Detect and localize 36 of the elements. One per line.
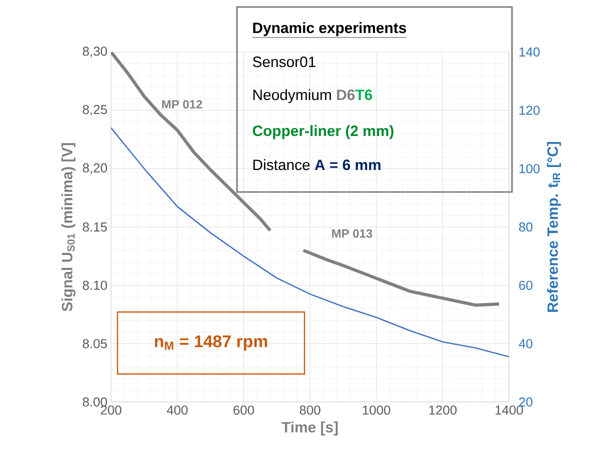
annotation: Neodymium bbox=[253, 89, 331, 104]
x-tick-label: 400 bbox=[166, 406, 188, 415]
y2-tick-label: 120 bbox=[520, 106, 540, 115]
annotation: Sensor01 bbox=[252, 56, 316, 68]
x-tick-label: 1200 bbox=[429, 406, 457, 415]
text: Dynamic experiments bbox=[253, 22, 406, 36]
y-axis-title: Signal U$_{S01}$ (minima) [V] bbox=[61, 143, 76, 312]
series-label: MP 012 bbox=[162, 100, 202, 109]
x-tick-label: 200 bbox=[100, 406, 122, 415]
y2-tick-label: 80 bbox=[519, 222, 532, 232]
y-tick-label: 8,30 bbox=[82, 46, 107, 58]
y2-axis-title: Reference Temp. t$_{IR}$ [°C] bbox=[546, 142, 561, 312]
annotation: n$_{M}$ = 1487 rpm bbox=[154, 335, 268, 351]
y-tick-label: 8,25 bbox=[82, 104, 107, 116]
annotation: T6 bbox=[355, 90, 372, 100]
x-tick-label: 800 bbox=[300, 406, 320, 415]
y-tick-label: 8.15 bbox=[82, 222, 107, 232]
annotation: D6 bbox=[337, 90, 355, 100]
annotation: Copper-liner (2 mm) bbox=[252, 125, 394, 140]
y2-tick-label: 40 bbox=[518, 339, 532, 348]
y-tick-label: 8,20 bbox=[82, 163, 107, 174]
y2-tick-label: 100 bbox=[520, 164, 540, 174]
line-series bbox=[111, 127, 510, 358]
x-tick-label: 1400 bbox=[496, 406, 523, 415]
y2-tick-label: 20 bbox=[519, 397, 532, 407]
x-axis-title: Time [s] bbox=[282, 422, 338, 436]
y-tick-label: 8.10 bbox=[82, 280, 107, 290]
annotation: A = 6 mm bbox=[314, 160, 380, 170]
series-label: MP 013 bbox=[332, 229, 372, 238]
y2-tick-label: 60 bbox=[519, 280, 532, 290]
x-tick-label: 600 bbox=[234, 406, 254, 415]
annotation: Distance bbox=[253, 159, 310, 170]
x-tick-label: 1000 bbox=[362, 406, 390, 415]
y-tick-label: 8.00 bbox=[82, 397, 107, 407]
y2-tick-label: 140 bbox=[520, 47, 540, 57]
y-tick-label: 8.05 bbox=[82, 339, 107, 348]
